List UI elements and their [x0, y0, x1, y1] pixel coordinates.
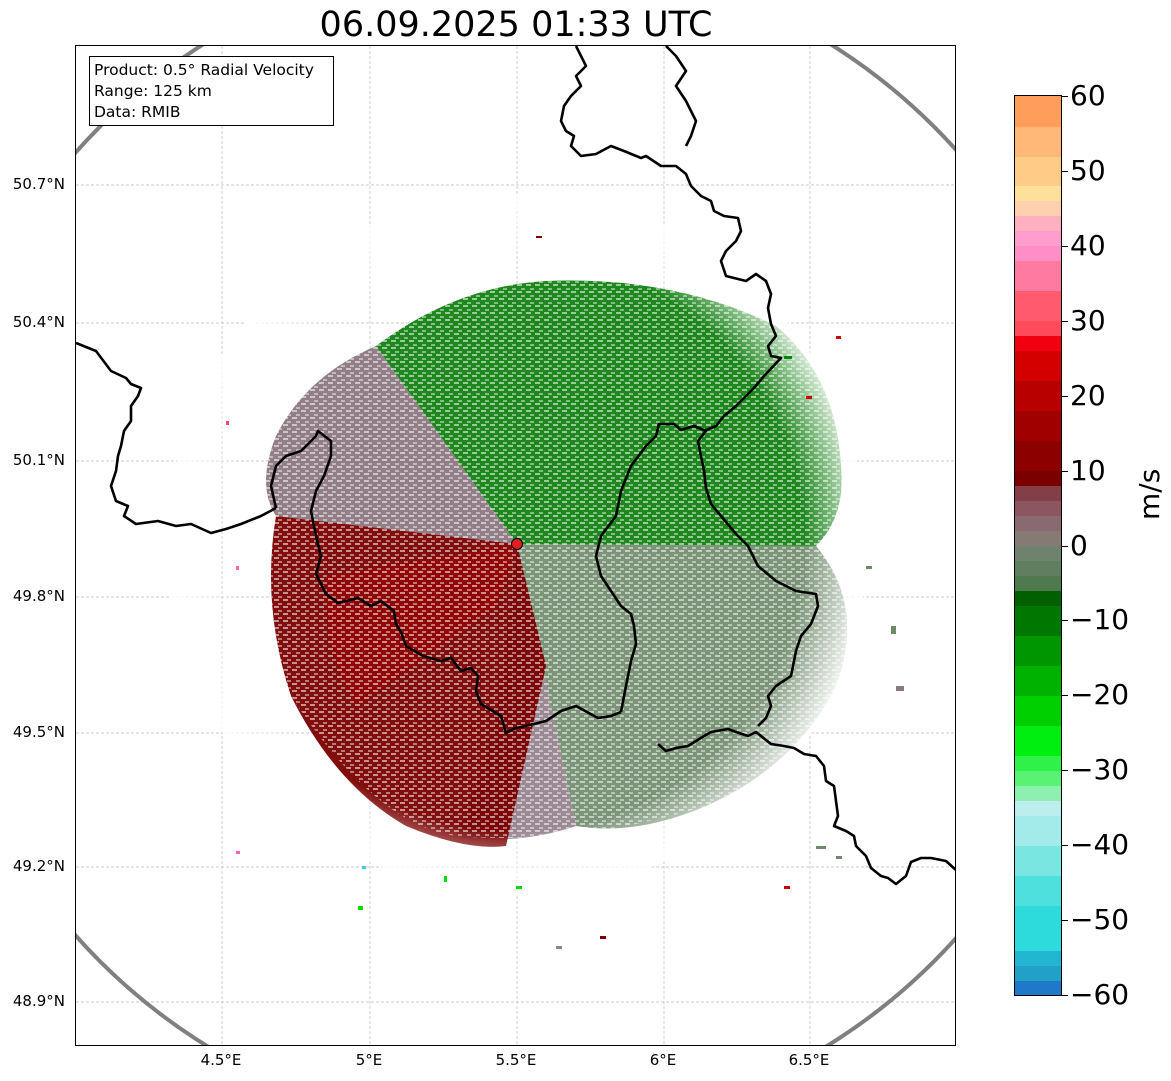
colorbar-segment [1015, 515, 1061, 532]
colorbar-tick [1062, 920, 1068, 922]
lat-label: 49.2°N [12, 857, 65, 875]
colorbar-tick-label: 40 [1070, 228, 1106, 262]
colorbar-segment [1015, 905, 1061, 951]
colorbar-segment [1015, 320, 1061, 337]
colorbar-tick-label: 50 [1070, 153, 1106, 187]
lon-label: 5.5°E [495, 1051, 537, 1069]
colorbar-segment [1015, 875, 1061, 906]
border-france-germany-south [657, 727, 955, 886]
colorbar-segment [1015, 635, 1061, 666]
colorbar-tick-label: 60 [1070, 79, 1106, 112]
colorbar-unit-label: m/s [1133, 468, 1166, 520]
lat-label: 49.8°N [12, 587, 65, 605]
colorbar-segment [1015, 575, 1061, 592]
lon-label: 5°E [355, 1051, 383, 1069]
range-line: Range: 125 km [94, 82, 212, 100]
colorbar-tick-label: 20 [1070, 378, 1106, 412]
velocity-colorbar [1014, 95, 1062, 996]
colorbar-segment [1015, 215, 1061, 232]
colorbar-segment [1015, 530, 1061, 547]
lon-label: 6°E [649, 1051, 677, 1069]
colorbar-segment [1015, 230, 1061, 247]
colorbar-segment [1015, 440, 1061, 472]
lat-label: 49.5°N [12, 723, 65, 741]
colorbar-tick-label: 10 [1070, 453, 1106, 487]
colorbar-tick [1062, 545, 1068, 547]
border-belgium-france-south [269, 429, 622, 735]
colorbar-segment [1015, 980, 1061, 995]
colorbar-segment [1015, 665, 1061, 696]
colorbar-segment [1015, 350, 1061, 382]
colorbar-segment [1015, 155, 1061, 187]
colorbar-tick-label: 0 [1070, 528, 1088, 562]
colorbar-tick-label: −10 [1070, 603, 1130, 637]
radar-map-canvas [76, 46, 955, 1045]
border-germany-belgium-north [559, 46, 783, 433]
colorbar-segment [1015, 785, 1061, 801]
colorbar-tick [1062, 470, 1068, 472]
radar-site-marker [511, 538, 523, 550]
colorbar-segment [1015, 200, 1061, 217]
lat-label: 50.4°N [12, 313, 65, 331]
colorbar-segment [1015, 380, 1061, 412]
lon-label: 6.5°E [788, 1051, 830, 1069]
lat-label: 50.1°N [12, 451, 65, 469]
product-line: Product: 0.5° Radial Velocity [94, 61, 314, 79]
radar-map[interactable] [75, 45, 956, 1046]
colorbar-tick [1062, 320, 1068, 322]
data-source-line: Data: RMIB [94, 103, 181, 121]
border-belgium-france-west [76, 341, 277, 535]
plot-title: 06.09.2025 01:33 UTC [319, 5, 713, 45]
lat-label: 50.7°N [12, 175, 65, 193]
colorbar-tick [1062, 995, 1068, 996]
colorbar-segment [1015, 545, 1061, 562]
colorbar-segment [1015, 500, 1061, 517]
colorbar-segment [1015, 410, 1061, 442]
colorbar-segment [1015, 965, 1061, 981]
colorbar-tick [1062, 170, 1068, 172]
colorbar-segment [1015, 695, 1061, 726]
border-luxembourg-east [594, 422, 820, 727]
colorbar-tick [1062, 770, 1068, 772]
colorbar-segment [1015, 245, 1061, 262]
lat-label: 48.9°N [12, 992, 65, 1010]
colorbar-segment [1015, 605, 1061, 636]
lon-label: 4.5°E [200, 1051, 242, 1069]
colorbar-segment [1015, 470, 1061, 487]
colorbar-segment [1015, 260, 1061, 292]
country-borders [76, 46, 955, 886]
colorbar-tick [1062, 245, 1068, 247]
colorbar-tick [1062, 845, 1068, 847]
colorbar-tick [1062, 96, 1068, 97]
colorbar-tick [1062, 695, 1068, 697]
colorbar-tick [1062, 395, 1068, 397]
colorbar-segment [1015, 290, 1061, 322]
colorbar-tick-label: −60 [1070, 978, 1130, 1011]
colorbar-segment [1015, 485, 1061, 502]
colorbar-segment [1015, 125, 1061, 157]
colorbar-tick-label: −40 [1070, 828, 1130, 862]
velocity-echoes [167, 194, 904, 949]
product-info-box: Product: 0.5° Radial Velocity Range: 125… [89, 56, 334, 126]
colorbar-segment [1015, 335, 1061, 352]
colorbar-segment [1015, 800, 1061, 816]
colorbar-segment [1015, 950, 1061, 966]
colorbar-tick-label: 30 [1070, 303, 1106, 337]
colorbar-tick-label: −50 [1070, 903, 1130, 937]
colorbar-segment [1015, 590, 1061, 607]
colorbar-segment [1015, 96, 1061, 127]
colorbar-segment [1015, 185, 1061, 202]
colorbar-segment [1015, 845, 1061, 876]
colorbar-segment [1015, 770, 1061, 786]
colorbar-segment [1015, 815, 1061, 846]
colorbar-tick-label: −30 [1070, 753, 1130, 787]
colorbar-tick-label: −20 [1070, 678, 1130, 712]
colorbar-segment [1015, 560, 1061, 577]
border-germany-east-minor [665, 46, 698, 147]
colorbar-segment [1015, 725, 1061, 756]
colorbar-segment [1015, 755, 1061, 771]
colorbar-tick [1062, 620, 1068, 622]
